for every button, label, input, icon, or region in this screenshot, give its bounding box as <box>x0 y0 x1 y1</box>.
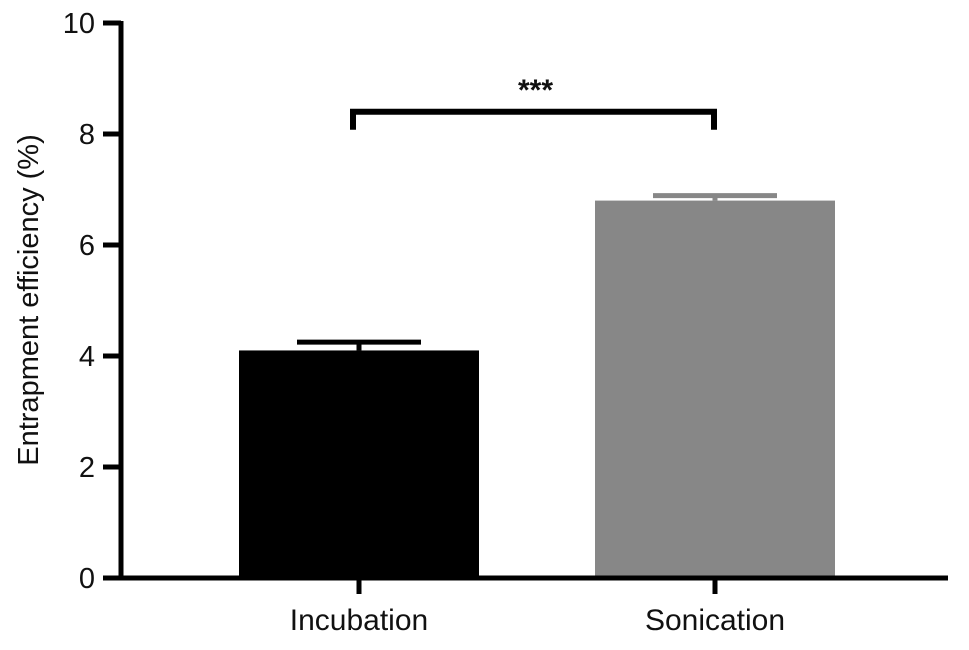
bar-incubation <box>239 350 479 578</box>
y-tick-label-2: 2 <box>79 452 95 484</box>
significance-bracket <box>350 108 717 130</box>
y-tick-label-6: 6 <box>79 230 95 262</box>
y-tick-label-8: 8 <box>79 119 95 151</box>
x-tick-label-sonication: Sonication <box>645 604 785 637</box>
y-axis-title: Entrapment efficiency (%) <box>13 134 45 466</box>
significance-label: *** <box>518 74 553 107</box>
x-tick-label-incubation: Incubation <box>290 604 428 637</box>
bar-sonication <box>595 200 835 578</box>
y-tick-label-0: 0 <box>79 563 95 595</box>
y-tick-label-10: 10 <box>63 8 95 40</box>
y-tick-label-4: 4 <box>79 341 95 373</box>
